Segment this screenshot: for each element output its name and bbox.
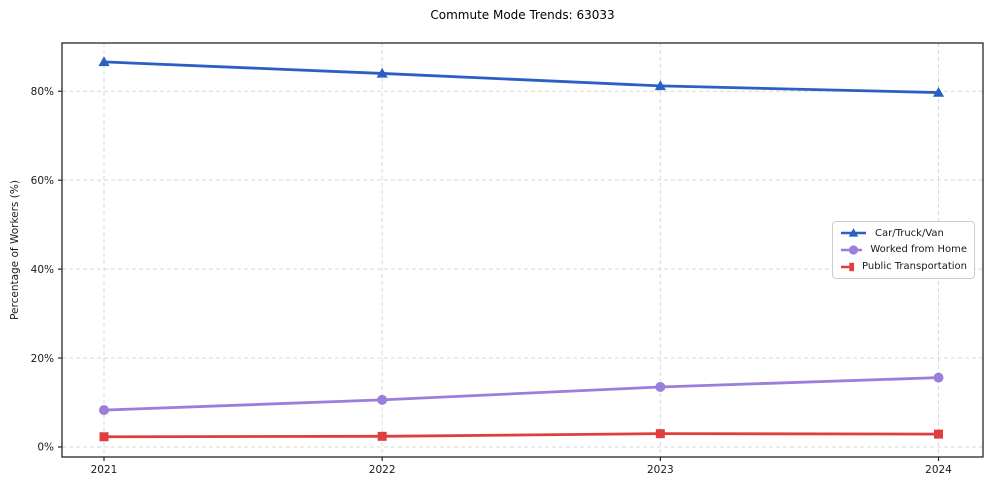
- series-line-public-transportation: [102, 432, 940, 439]
- circle-marker-icon: [841, 245, 863, 255]
- x-tick-label: 2022: [369, 464, 396, 476]
- y-tick-label: 20%: [31, 353, 54, 365]
- data-point-triangle: [654, 80, 666, 91]
- series-line-worked-from-home: [102, 376, 940, 412]
- legend-label: Car/Truck/Van: [875, 227, 944, 239]
- plot-border: [61, 42, 984, 458]
- chart-title: Commute Mode Trends: 63033: [430, 8, 615, 22]
- legend-label: Worked from Home: [870, 244, 967, 256]
- square-marker-icon: [841, 262, 855, 271]
- legend-item-worked-from-home: Worked from Home: [840, 244, 967, 256]
- legend-item-car-truck-van: Car/Truck/Van: [840, 227, 967, 239]
- data-point-circle: [655, 381, 666, 392]
- data-point-circle: [933, 372, 944, 383]
- data-point-square: [934, 429, 944, 439]
- triangle-marker-icon: [841, 228, 866, 237]
- y-tick-label: 80%: [31, 86, 54, 98]
- y-tick-label: 60%: [31, 175, 54, 187]
- data-point-triangle: [932, 86, 945, 97]
- y-tick-label: 40%: [31, 264, 54, 276]
- x-tick-label: 2023: [647, 464, 674, 476]
- data-point-triangle: [376, 67, 388, 78]
- x-tick-label: 2024: [925, 464, 952, 476]
- y-tick-label: 0%: [37, 442, 54, 454]
- series-line-car-truck-van: [102, 60, 940, 94]
- legend-label: Public Transportation: [862, 261, 967, 273]
- x-tick-label: 2021: [91, 464, 118, 476]
- data-point-square: [99, 432, 109, 442]
- data-point-circle: [377, 394, 388, 405]
- data-point-square: [377, 431, 387, 441]
- data-point-square: [655, 429, 665, 439]
- data-point-triangle: [98, 56, 110, 67]
- data-point-circle: [99, 405, 109, 416]
- legend: Car/Truck/Van Worked from Home Public Tran…: [832, 221, 975, 279]
- legend-item-public-transportation: Public Transportation: [840, 261, 967, 273]
